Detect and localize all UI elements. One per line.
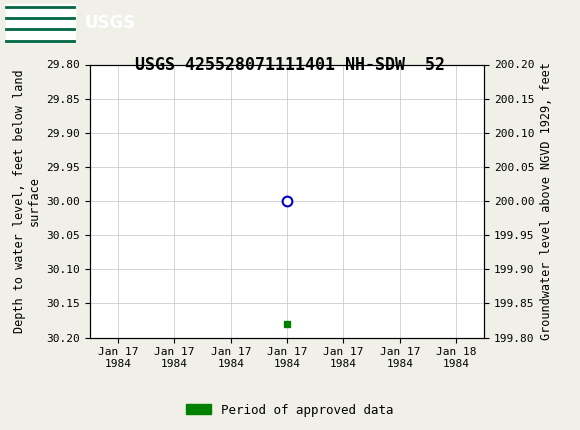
Text: USGS: USGS (84, 14, 135, 31)
FancyBboxPatch shape (6, 3, 75, 42)
Legend: Period of approved data: Period of approved data (181, 399, 399, 421)
Y-axis label: Groundwater level above NGVD 1929, feet: Groundwater level above NGVD 1929, feet (540, 62, 553, 340)
Text: USGS 425528071111401 NH-SDW  52: USGS 425528071111401 NH-SDW 52 (135, 56, 445, 74)
Y-axis label: Depth to water level, feet below land
surface: Depth to water level, feet below land su… (13, 69, 41, 333)
